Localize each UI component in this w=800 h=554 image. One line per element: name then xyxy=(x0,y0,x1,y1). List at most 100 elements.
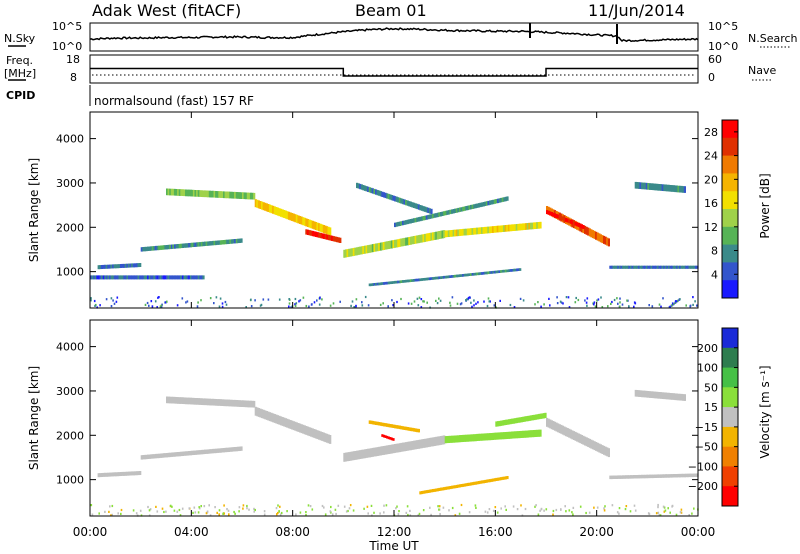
range-cell xyxy=(484,433,487,441)
range-cell xyxy=(196,275,199,280)
noise-cell xyxy=(624,508,627,511)
noise-cell xyxy=(156,306,158,309)
range-cell xyxy=(682,394,685,401)
range-cell xyxy=(132,263,135,268)
range-cell xyxy=(506,269,509,273)
range-cell xyxy=(424,206,427,212)
range-cell xyxy=(375,447,378,457)
range-cell xyxy=(576,222,579,227)
range-cell xyxy=(172,244,175,249)
range-cell xyxy=(306,219,310,227)
range-cell xyxy=(370,420,373,425)
range-cell xyxy=(479,227,482,234)
noise-cell xyxy=(439,299,442,302)
range-cell xyxy=(688,473,691,478)
range-cell xyxy=(218,240,221,245)
noise-cell xyxy=(135,512,138,515)
range-cell xyxy=(124,471,127,476)
range-cell xyxy=(169,244,172,250)
range-cell xyxy=(672,474,675,478)
noise-cell xyxy=(629,510,632,513)
range-cell xyxy=(595,231,598,240)
range-cell xyxy=(382,192,386,198)
noise-cell xyxy=(492,509,495,512)
range-cell xyxy=(401,280,405,283)
noise-tick-bottom-right: 10^0 xyxy=(708,40,738,53)
range-cell xyxy=(159,245,162,250)
noise-cell xyxy=(151,305,154,308)
range-cell xyxy=(148,454,151,459)
noise-cell xyxy=(113,302,116,305)
range-cell xyxy=(529,222,533,230)
range-cell xyxy=(523,416,526,422)
range-cell xyxy=(267,411,270,421)
range-cell xyxy=(664,392,667,400)
range-cell xyxy=(113,264,116,269)
noise-cell xyxy=(633,305,635,308)
range-cell xyxy=(392,195,395,201)
range-cell xyxy=(462,206,465,212)
range-cell xyxy=(123,263,126,268)
range-cell xyxy=(501,432,504,440)
range-cell xyxy=(175,244,178,249)
noise-cell xyxy=(470,301,472,304)
range-cell xyxy=(454,485,457,489)
range-cell xyxy=(443,487,446,491)
range-cell xyxy=(191,275,194,280)
range-cell xyxy=(224,191,227,199)
range-cell xyxy=(585,226,588,235)
range-cell xyxy=(507,224,510,232)
range-cell xyxy=(476,433,479,441)
range-cell xyxy=(153,275,156,280)
range-cell xyxy=(151,454,154,459)
noise-cell xyxy=(596,506,599,509)
range-cell xyxy=(674,185,677,193)
range-cell xyxy=(394,222,397,228)
noise-cell xyxy=(611,300,613,304)
range-cell xyxy=(493,199,496,204)
noise-cell xyxy=(406,505,409,508)
range-cell xyxy=(291,213,294,221)
range-cell xyxy=(477,433,480,441)
range-cell xyxy=(639,182,642,189)
range-cell xyxy=(663,265,666,269)
range-cell xyxy=(523,223,526,230)
noise-cell xyxy=(324,513,327,516)
range-cell xyxy=(432,489,435,493)
range-cell xyxy=(370,448,373,458)
noise-cell xyxy=(468,296,471,299)
range-cell xyxy=(150,275,153,280)
noise-cell xyxy=(488,508,491,511)
range-cell xyxy=(487,271,490,275)
range-cell xyxy=(387,423,390,428)
range-cell xyxy=(515,431,518,439)
range-cell xyxy=(121,275,124,280)
range-cell xyxy=(493,270,496,274)
noise-cell xyxy=(286,510,288,513)
range-cell xyxy=(327,234,331,241)
range-cell xyxy=(468,434,471,442)
range-cell xyxy=(253,192,256,200)
range-cell xyxy=(118,264,121,269)
noise-cell xyxy=(156,510,159,513)
noise-cell xyxy=(442,506,445,509)
range-cell xyxy=(237,192,240,199)
range-cell xyxy=(470,273,473,276)
range-cell xyxy=(428,437,431,447)
range-cell xyxy=(441,230,444,239)
range-cell xyxy=(444,436,447,444)
noise-cell xyxy=(165,301,167,304)
range-cell xyxy=(644,265,647,269)
range-cell xyxy=(414,217,417,223)
range-cell xyxy=(183,451,186,456)
colorbar-tick-label: −200 xyxy=(688,480,718,493)
range-cell xyxy=(321,224,324,233)
range-cell xyxy=(376,447,379,456)
range-cell xyxy=(191,397,194,405)
range-cell xyxy=(525,416,528,422)
range-cell xyxy=(664,184,667,192)
range-cell xyxy=(435,231,438,240)
range-cell xyxy=(403,426,406,430)
range-cell xyxy=(444,210,447,216)
